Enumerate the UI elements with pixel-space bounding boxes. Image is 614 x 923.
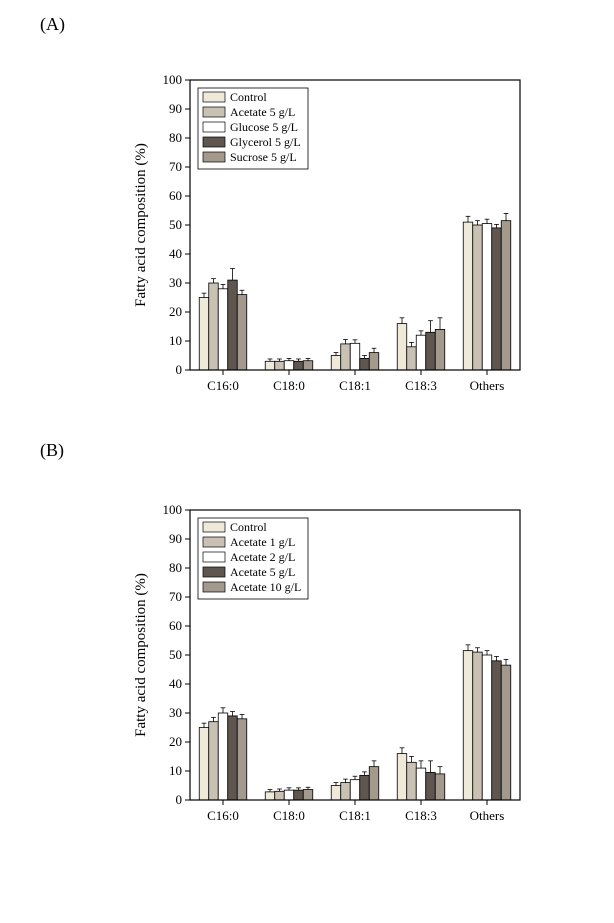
chart-a: 0 10 20 30 40 50 60 70 80 90 100 Fatty acid composi… (120, 60, 540, 420)
svg-text:Control: Control (230, 90, 267, 104)
svg-text:50: 50 (169, 217, 182, 232)
svg-text:Sucrose 5 g/L: Sucrose 5 g/L (230, 150, 297, 164)
svg-text:Glucose 5 g/L: Glucose 5 g/L (230, 120, 298, 134)
svg-text:C18:0: C18:0 (273, 378, 305, 393)
svg-text:C18:1: C18:1 (339, 808, 371, 823)
svg-text:0: 0 (176, 792, 183, 807)
svg-text:80: 80 (169, 560, 182, 575)
svg-text:Control: Control (230, 520, 267, 534)
svg-text:90: 90 (169, 531, 182, 546)
svg-text:C16:0: C16:0 (207, 378, 239, 393)
svg-text:100: 100 (163, 72, 183, 87)
svg-text:Glycerol 5 g/L: Glycerol 5 g/L (230, 135, 301, 149)
svg-text:C18:3: C18:3 (405, 808, 437, 823)
svg-text:Fatty acid composition (%): Fatty acid composition (%) (133, 143, 149, 307)
svg-text:30: 30 (169, 705, 182, 720)
svg-text:Others: Others (470, 378, 505, 393)
svg-text:30: 30 (169, 275, 182, 290)
svg-text:Acetate 1 g/L: Acetate 1 g/L (230, 535, 295, 549)
svg-text:100: 100 (163, 502, 183, 517)
svg-text:60: 60 (169, 188, 182, 203)
panel-label-b: (B) (40, 440, 64, 461)
panel-label-a: (A) (40, 14, 65, 35)
svg-text:20: 20 (169, 734, 182, 749)
svg-text:Acetate 2 g/L: Acetate 2 g/L (230, 550, 295, 564)
svg-text:90: 90 (169, 101, 182, 116)
chart-b: 0 10 20 30 40 50 60 70 80 90 100 Fatty acid composi… (120, 490, 540, 850)
svg-text:Acetate 5 g/L: Acetate 5 g/L (230, 565, 295, 579)
svg-text:70: 70 (169, 589, 182, 604)
svg-text:Acetate 10 g/L: Acetate 10 g/L (230, 580, 301, 594)
svg-text:40: 40 (169, 246, 182, 261)
svg-text:Fatty acid composition (%): Fatty acid composition (%) (133, 573, 149, 737)
svg-text:0: 0 (176, 362, 183, 377)
svg-text:C18:0: C18:0 (273, 808, 305, 823)
svg-text:C18:3: C18:3 (405, 378, 437, 393)
svg-text:Acetate 5 g/L: Acetate 5 g/L (230, 105, 295, 119)
svg-text:10: 10 (169, 333, 182, 348)
page: (A) 0102030405060708090100Fatty acid com… (0, 0, 614, 923)
svg-text:20: 20 (169, 304, 182, 319)
svg-text:10: 10 (169, 763, 182, 778)
svg-text:C16:0: C16:0 (207, 808, 239, 823)
svg-text:80: 80 (169, 130, 182, 145)
svg-text:60: 60 (169, 618, 182, 633)
svg-text:70: 70 (169, 159, 182, 174)
svg-text:Others: Others (470, 808, 505, 823)
svg-text:40: 40 (169, 676, 182, 691)
svg-text:50: 50 (169, 647, 182, 662)
svg-text:C18:1: C18:1 (339, 378, 371, 393)
